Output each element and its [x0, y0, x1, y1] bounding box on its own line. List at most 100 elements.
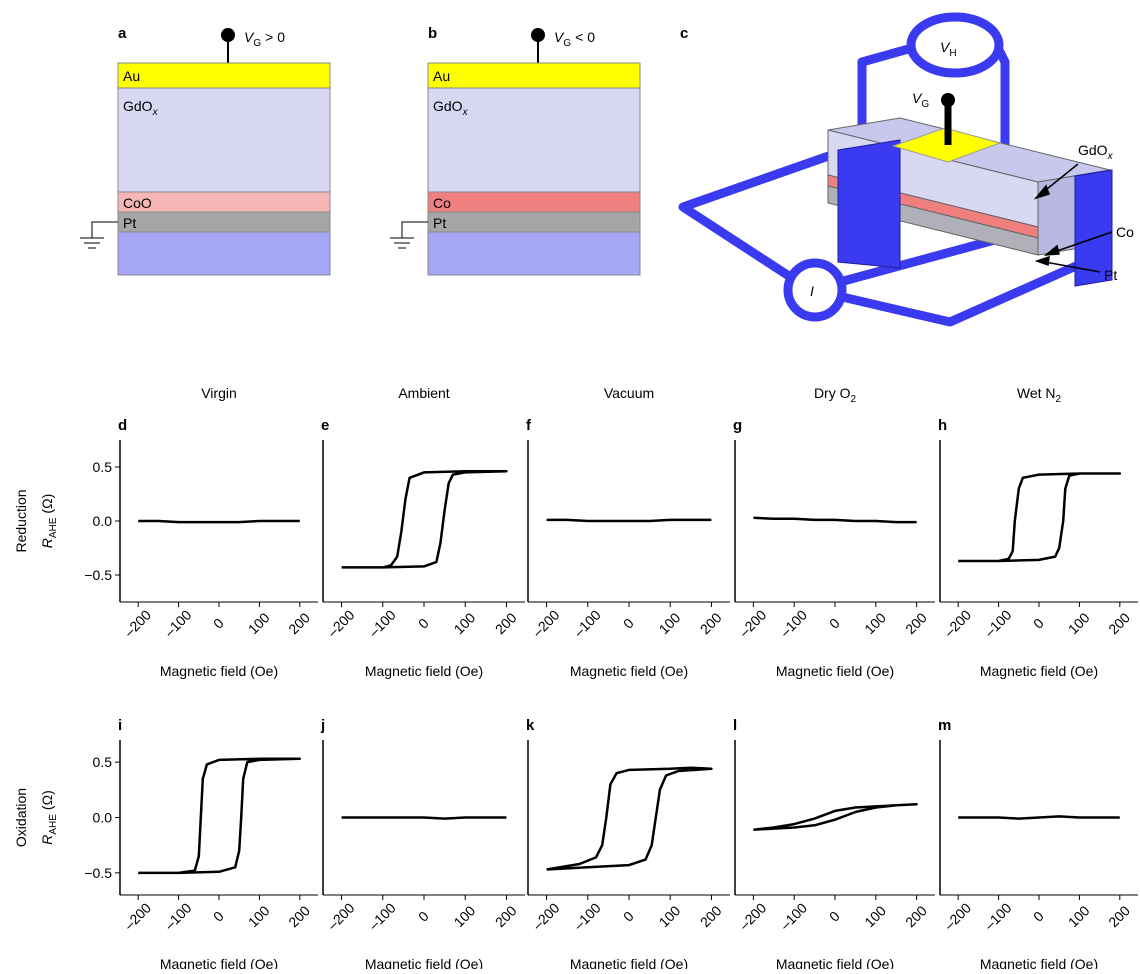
- x-tick-label: 0: [826, 615, 843, 632]
- x-tick-label: 100: [656, 609, 684, 637]
- ylabel-main: R: [39, 835, 55, 845]
- y-tick-label: 0.5: [93, 459, 113, 475]
- layer-oxide: [427, 87, 641, 193]
- x-tick-label: 100: [451, 902, 479, 930]
- x-axis-label: Magnetic field (Oe): [570, 663, 688, 679]
- x-axis-label: Magnetic field (Oe): [160, 956, 278, 969]
- x-tick-label: 100: [861, 902, 889, 930]
- column-title: Ambient: [398, 385, 449, 401]
- layer-label: Pt: [1104, 267, 1117, 283]
- layer-label: Au: [123, 68, 140, 84]
- x-tick-label: –100: [777, 899, 810, 932]
- layer-co: [427, 191, 641, 213]
- x-tick-label: 0: [415, 615, 432, 632]
- title-sub: 2: [1056, 394, 1062, 405]
- x-tick-label: 200: [697, 609, 725, 637]
- x-axis-label: Magnetic field (Oe): [365, 956, 483, 969]
- panel-a: a VG > 0 Au GdOx CoO Pt: [80, 25, 331, 276]
- x-tick-label: 0: [210, 615, 227, 632]
- panel-label: l: [733, 717, 737, 734]
- gate-label: VG > 0: [244, 29, 285, 49]
- ylabel-unit: (Ω): [39, 790, 55, 810]
- x-tick-label: –200: [941, 899, 974, 932]
- y-tick-label: −0.5: [84, 567, 112, 583]
- column-title: Virgin: [201, 385, 237, 401]
- contact-pad: [837, 139, 901, 269]
- voltmeter-label: VH: [940, 39, 957, 59]
- title-text: Wet N: [1017, 385, 1056, 401]
- x-axis-label: Magnetic field (Oe): [570, 956, 688, 969]
- x-tick-label: –200: [324, 899, 357, 932]
- layer-label: Co: [1116, 224, 1134, 240]
- y-axis-label: RAHE (Ω): [39, 790, 59, 844]
- title-text: Vacuum: [604, 385, 654, 401]
- x-tick-label: 200: [1105, 902, 1133, 930]
- y-tick-label: 0.0: [93, 810, 113, 826]
- data-line: [341, 470, 508, 569]
- gate-terminal: [221, 28, 235, 42]
- x-axis-label: Magnetic field (Oe): [776, 663, 894, 679]
- x-tick-label: –100: [981, 899, 1014, 932]
- x-tick-label: 0: [415, 908, 432, 925]
- ground: [80, 221, 118, 249]
- x-tick-label: –100: [570, 606, 603, 639]
- layer-label: Pt: [433, 215, 446, 231]
- panel-label: k: [526, 717, 535, 734]
- x-tick-label: –100: [161, 606, 194, 639]
- x-tick-label: 0: [1030, 615, 1047, 632]
- panel-label: g: [733, 417, 742, 434]
- x-tick-label: 200: [492, 902, 520, 930]
- x-tick-label: –200: [736, 606, 769, 639]
- layer-label: Au: [433, 68, 450, 84]
- layer-label: GdOx: [1078, 142, 1114, 162]
- layer-au: [117, 62, 331, 89]
- x-tick-label: –200: [529, 899, 562, 932]
- column-title: Wet N2: [1017, 385, 1062, 405]
- panel-label: a: [118, 25, 127, 42]
- row-label: Oxidation: [13, 788, 29, 847]
- x-tick-label: 200: [285, 609, 313, 637]
- y-axis-label: RAHE (Ω): [39, 494, 59, 548]
- column-title: Vacuum: [604, 385, 654, 401]
- ylabel-unit: (Ω): [39, 494, 55, 514]
- x-tick-label: –100: [981, 606, 1014, 639]
- layer-au: [427, 62, 641, 89]
- x-tick-label: 200: [902, 902, 930, 930]
- current-label: I: [810, 283, 814, 299]
- wiring: [678, 12, 1087, 327]
- panel-label: h: [938, 417, 947, 434]
- x-tick-label: 100: [1065, 609, 1093, 637]
- data-line: [341, 816, 507, 820]
- x-axis-label: Magnetic field (Oe): [980, 663, 1098, 679]
- x-tick-label: –100: [570, 899, 603, 932]
- panel-label: c: [680, 25, 688, 42]
- gate-label: VG: [912, 90, 929, 110]
- panel-label: j: [320, 717, 325, 734]
- x-tick-label: 200: [697, 902, 725, 930]
- x-tick-label: –100: [777, 606, 810, 639]
- x-tick-label: –200: [736, 899, 769, 932]
- title-text: Ambient: [398, 385, 449, 401]
- ylabel-sub: AHE: [48, 517, 59, 538]
- x-tick-label: 100: [656, 902, 684, 930]
- panel-label: e: [321, 417, 329, 434]
- x-tick-label: 0: [210, 908, 227, 925]
- x-tick-label: –200: [941, 606, 974, 639]
- data-line: [546, 766, 713, 871]
- x-tick-label: 200: [902, 609, 930, 637]
- data-line: [546, 518, 712, 523]
- x-tick-label: 100: [245, 902, 273, 930]
- x-tick-label: 0: [620, 615, 637, 632]
- data-line: [753, 516, 917, 524]
- x-tick-label: 100: [1065, 902, 1093, 930]
- y-tick-label: −0.5: [84, 865, 112, 881]
- data-line: [753, 802, 918, 831]
- x-axis-label: Magnetic field (Oe): [160, 663, 278, 679]
- x-tick-label: –200: [121, 606, 154, 639]
- panel-c: c VH VG GdOx Co Pt I: [678, 12, 1134, 327]
- title-text: Virgin: [201, 385, 237, 401]
- row-label: Reduction: [13, 489, 29, 552]
- ylabel-main: R: [39, 538, 55, 548]
